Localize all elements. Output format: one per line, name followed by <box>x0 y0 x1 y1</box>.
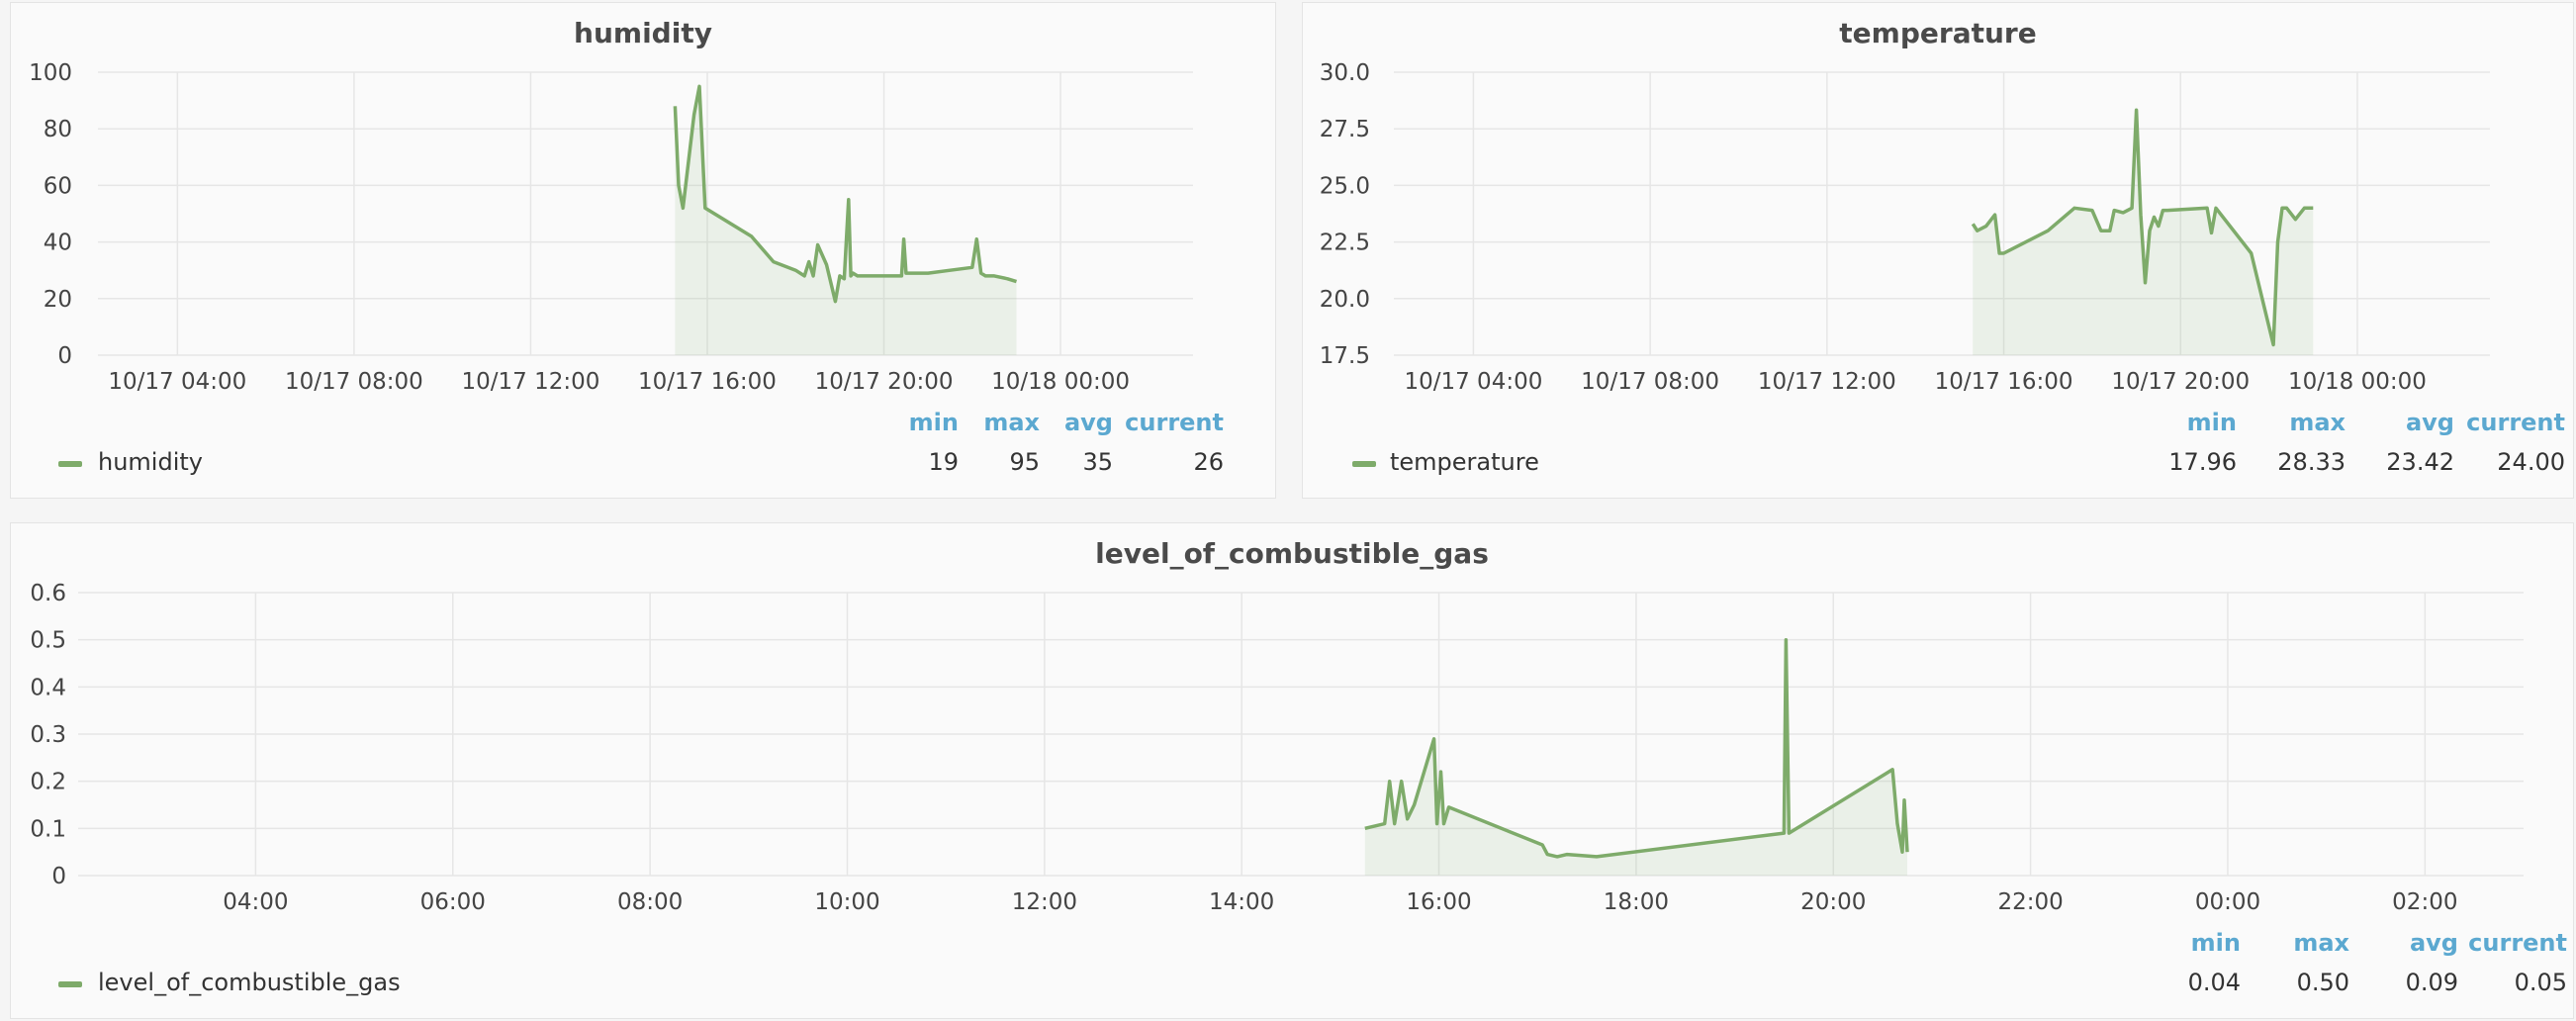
legend-value-current: 0.05 <box>2514 969 2567 996</box>
x-tick-label: 10/17 20:00 <box>815 369 954 395</box>
y-tick-label: 30.0 <box>1320 60 1370 86</box>
y-tick-label: 100 <box>29 60 72 86</box>
legend-header-current[interactable]: current <box>2466 409 2565 436</box>
y-tick-label: 22.5 <box>1320 231 1370 256</box>
series-line <box>1364 637 1909 859</box>
legend-header-avg[interactable]: avg <box>2409 929 2458 957</box>
legend-series-name[interactable]: humidity <box>98 448 203 476</box>
x-tick-label: 10/17 12:00 <box>461 369 599 395</box>
x-tick-label: 16:00 <box>1406 889 1471 915</box>
series-line <box>673 84 1018 304</box>
legend-value-min: 0.04 <box>2187 969 2241 996</box>
x-tick-label: 10/17 12:00 <box>1758 369 1896 395</box>
x-tick-label: 10/18 00:00 <box>2288 369 2427 395</box>
legend-header-avg[interactable]: avg <box>1063 409 1113 436</box>
x-tick-label: 10/17 16:00 <box>638 369 777 395</box>
legend-value-current: 24.00 <box>2497 448 2565 476</box>
series-area <box>1364 639 1907 876</box>
x-tick-label: 10/17 20:00 <box>2111 369 2250 395</box>
y-tick-label: 0.4 <box>30 675 66 700</box>
legend-value-max: 0.50 <box>2296 969 2349 996</box>
legend-value-min: 19 <box>928 448 959 476</box>
y-tick-label: 0.6 <box>30 581 66 606</box>
legend-header-avg[interactable]: avg <box>2405 409 2454 436</box>
legend-header-max[interactable]: max <box>2293 929 2349 957</box>
legend-value-current: 26 <box>1193 448 1224 476</box>
x-tick-label: 22:00 <box>1997 889 2063 915</box>
x-tick-label: 18:00 <box>1604 889 1669 915</box>
legend-value-max: 95 <box>1009 448 1040 476</box>
y-tick-label: 25.0 <box>1320 173 1370 199</box>
combustible-gas-chart[interactable]: 0 0.1 0.2 0.3 0.4 0.5 0.6 04:00 06:00 08:00 10:00 1… <box>11 523 2575 919</box>
legend-value-avg: 23.42 <box>2386 448 2454 476</box>
legend-header-max[interactable]: max <box>983 409 1040 436</box>
legend-value-max: 28.33 <box>2277 448 2346 476</box>
x-tick-label: 10/17 16:00 <box>1935 369 2073 395</box>
series-area <box>1973 110 2314 355</box>
x-tick-label: 10:00 <box>814 889 879 915</box>
panel-title: humidity <box>574 17 712 49</box>
y-tick-label: 0 <box>51 864 66 889</box>
y-tick-label: 0.2 <box>30 770 66 795</box>
humidity-panel: humidity 0 20 40 60 80 100 10/17 04:00 10/17 08… <box>10 2 1276 499</box>
legend-swatch <box>1352 461 1376 467</box>
x-tick-label: 10/17 08:00 <box>1581 369 1719 395</box>
panel-title: temperature <box>1839 17 2037 49</box>
x-tick-label: 10/17 04:00 <box>1404 369 1542 395</box>
temperature-chart[interactable]: 17.5 20.0 22.5 25.0 27.5 30.0 10/17 04:00 10/17… <box>1303 3 2575 399</box>
y-tick-label: 0.1 <box>30 816 66 842</box>
legend-header-current[interactable]: current <box>2468 929 2567 957</box>
y-tick-label: 80 <box>44 117 72 142</box>
x-tick-label: 02:00 <box>2392 889 2457 915</box>
legend-series-name[interactable]: temperature <box>1390 448 1539 476</box>
y-tick-label: 27.5 <box>1320 117 1370 142</box>
series-area <box>675 86 1017 356</box>
legend: min max avg current level_of_combustible… <box>11 929 2575 1008</box>
legend-value-avg: 0.09 <box>2405 969 2458 996</box>
x-tick-label: 00:00 <box>2195 889 2260 915</box>
x-tick-label: 10/17 08:00 <box>285 369 423 395</box>
x-tick-label: 14:00 <box>1209 889 1274 915</box>
humidity-chart[interactable]: 0 20 40 60 80 100 10/17 04:00 10/17 08:00 10/17 … <box>11 3 1277 399</box>
x-tick-label: 06:00 <box>420 889 486 915</box>
y-tick-label: 17.5 <box>1320 343 1370 369</box>
y-tick-label: 40 <box>44 231 72 256</box>
legend-header-min[interactable]: min <box>908 409 959 436</box>
legend-series-name[interactable]: level_of_combustible_gas <box>98 969 401 996</box>
legend-header-current[interactable]: current <box>1125 409 1224 436</box>
x-tick-label: 10/18 00:00 <box>991 369 1130 395</box>
legend-swatch <box>58 461 82 467</box>
y-tick-label: 0 <box>57 343 72 369</box>
x-tick-label: 20:00 <box>1800 889 1866 915</box>
combustible-gas-panel: level_of_combustible_gas 0 0.1 0.2 0.3 0.4 0.… <box>10 522 2574 1019</box>
legend-header-min[interactable]: min <box>2186 409 2237 436</box>
legend-swatch <box>58 981 82 987</box>
y-tick-label: 0.3 <box>30 722 66 748</box>
y-tick-label: 20 <box>44 287 72 313</box>
x-tick-label: 04:00 <box>223 889 288 915</box>
legend: min max avg current temperature 17.96 28… <box>1303 409 2575 488</box>
legend-value-avg: 35 <box>1082 448 1113 476</box>
y-tick-label: 60 <box>44 173 72 199</box>
x-tick-label: 12:00 <box>1012 889 1077 915</box>
series-line <box>1971 108 2314 347</box>
y-tick-label: 0.5 <box>30 628 66 654</box>
y-tick-label: 20.0 <box>1320 287 1370 313</box>
x-tick-label: 10/17 04:00 <box>108 369 246 395</box>
panel-title: level_of_combustible_gas <box>1095 537 1489 570</box>
legend-header-min[interactable]: min <box>2190 929 2241 957</box>
legend-header-max[interactable]: max <box>2289 409 2346 436</box>
legend: min max avg current humidity 19 95 35 26 <box>11 409 1277 488</box>
temperature-panel: temperature 17.5 20.0 22.5 25.0 27.5 30.0 10/1… <box>1302 2 2574 499</box>
legend-value-min: 17.96 <box>2168 448 2237 476</box>
x-tick-label: 08:00 <box>617 889 683 915</box>
